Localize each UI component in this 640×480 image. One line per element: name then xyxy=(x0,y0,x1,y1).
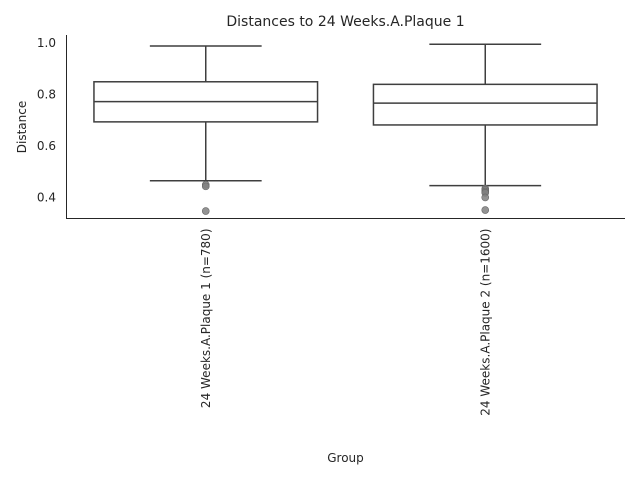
y-tick-label: 0.8 xyxy=(37,88,56,102)
outlier-point xyxy=(201,207,210,215)
box-group xyxy=(93,45,319,215)
chart-title: Distances to 24 Weeks.A.Plaque 1 xyxy=(226,14,464,30)
x-axis-label: Group xyxy=(327,451,364,465)
outlier-point xyxy=(201,182,210,191)
y-tick-label: 1.0 xyxy=(37,36,56,50)
y-tick-label: 0.4 xyxy=(37,190,56,204)
y-axis-label: Distance xyxy=(15,101,29,153)
box-group xyxy=(372,43,598,214)
x-axis: 24 Weeks.A.Plaque 1 (n=780) 24 Weeks.A.Pl… xyxy=(66,218,625,416)
x-tick-label: 24 Weeks.A.Plaque 1 (n=780) xyxy=(199,229,213,409)
outlier-point xyxy=(481,206,490,214)
box xyxy=(372,83,598,126)
x-tick-labels: 24 Weeks.A.Plaque 1 (n=780) 24 Weeks.A.Pl… xyxy=(199,229,493,416)
x-tick-label: 24 Weeks.A.Plaque 2 (n=1600) xyxy=(478,229,492,416)
y-axis: 0.4 0.6 0.8 1.0 xyxy=(37,35,67,219)
plot-area xyxy=(93,43,598,215)
y-tick-label: 0.6 xyxy=(37,139,56,153)
y-tick-labels: 0.4 0.6 0.8 1.0 xyxy=(37,36,56,204)
outlier-point xyxy=(481,193,490,202)
